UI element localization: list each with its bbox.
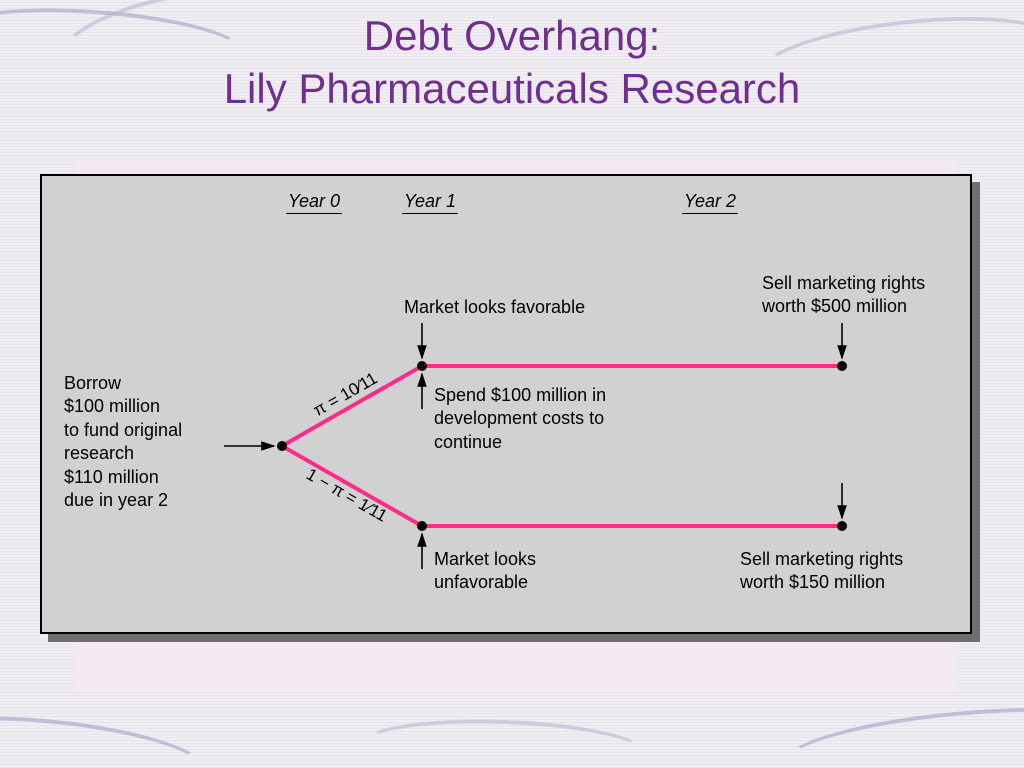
decoration xyxy=(359,715,649,768)
slide-title: Debt Overhang: Lily Pharmaceuticals Rese… xyxy=(0,10,1024,115)
label-unfavorable: Market looksunfavorable xyxy=(434,548,634,595)
title-line2: Lily Pharmaceuticals Research xyxy=(224,65,801,112)
label-spend: Spend $100 million indevelopment costs t… xyxy=(434,384,664,454)
label-borrow: Borrow$100 millionto fund originalresear… xyxy=(64,372,234,512)
title-line1: Debt Overhang: xyxy=(364,12,661,59)
diagram-panel: Year 0 Year 1 Year 2 π = 10⁄111 − π = 1⁄… xyxy=(40,174,972,634)
label-favorable: Market looks favorable xyxy=(404,296,585,319)
decoration xyxy=(0,704,211,768)
slide: Debt Overhang: Lily Pharmaceuticals Rese… xyxy=(0,0,1024,768)
label-sell-150: Sell marketing rightsworth $150 million xyxy=(740,548,960,595)
label-sell-500: Sell marketing rightsworth $500 million xyxy=(762,272,972,319)
svg-text:1 − π = 1⁄11: 1 − π = 1⁄11 xyxy=(303,465,390,526)
decoration xyxy=(773,696,1024,768)
